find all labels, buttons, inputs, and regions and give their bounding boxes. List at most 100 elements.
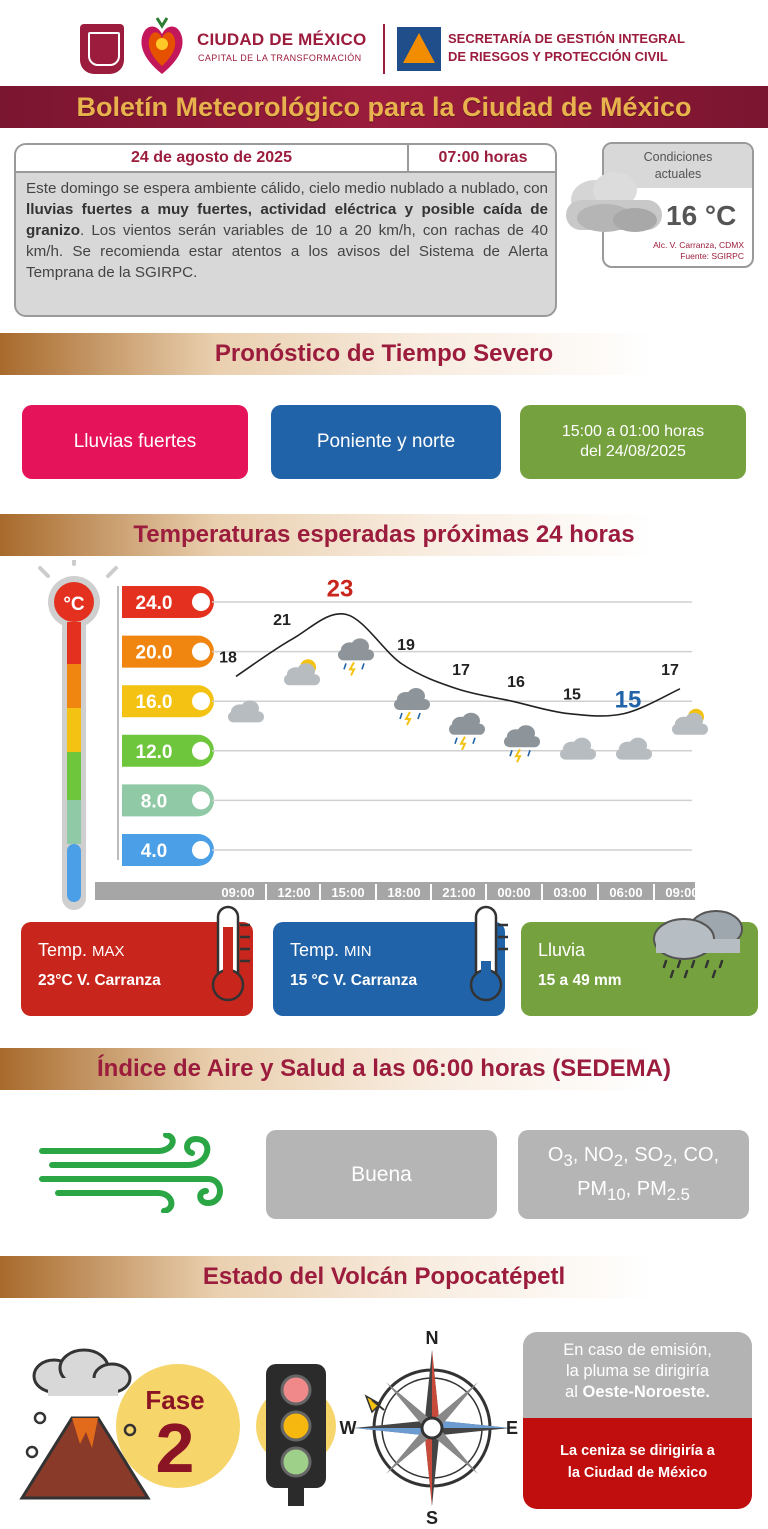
rain-label: Lluvia bbox=[538, 940, 586, 960]
wind-icon bbox=[39, 1133, 223, 1213]
hour-label: 03:00 bbox=[553, 885, 586, 900]
severe-weather-band: Pronóstico de Tiempo Severo bbox=[0, 333, 768, 375]
current-source: Fuente: SGIRPC bbox=[680, 251, 744, 261]
traffic-light-icon bbox=[256, 1364, 336, 1506]
storm-icon bbox=[338, 638, 374, 676]
max-temp-label: Temp. MAX bbox=[38, 940, 125, 961]
bulletin-date: 24 de agosto de 2025 bbox=[16, 145, 409, 171]
rain-drop bbox=[399, 712, 403, 720]
bulletin-title: Boletín Meteorológico para la Ciudad de … bbox=[76, 91, 692, 122]
cloud-base bbox=[284, 674, 320, 686]
rain-value: 15 a 49 mm bbox=[538, 972, 622, 989]
scale-tab bbox=[122, 635, 214, 668]
temps-title: Temperaturas esperadas próximas 24 horas bbox=[133, 521, 635, 548]
bulletin-text-part2: . Los vientos serán variables de 10 a 20… bbox=[26, 222, 548, 281]
rain-drop bbox=[361, 663, 365, 670]
min-temp-label-small: MIN bbox=[344, 943, 372, 960]
sun-cloud-icon bbox=[284, 659, 320, 686]
rain-drop bbox=[417, 712, 421, 720]
rain-card: Lluvia 15 a 49 mm bbox=[521, 922, 758, 1016]
temps-band: Temperaturas esperadas próximas 24 horas bbox=[0, 514, 768, 556]
current-location: Alc. V. Carranza, CDMX Fuente: SGIRPC bbox=[653, 240, 744, 262]
severe-schedule: 15:00 a 01:00 horas del 24/08/2025 bbox=[520, 405, 746, 479]
unit-label: °C bbox=[63, 594, 85, 615]
cloud-base bbox=[449, 723, 485, 735]
rain-drop bbox=[527, 749, 531, 757]
bulletin-text-part1: Este domingo se espera ambiente cálido, … bbox=[26, 180, 548, 197]
temperature-labels: 18 21 23 19 17 16 15 15 17 bbox=[219, 575, 679, 713]
emission-info: En caso de emisión, la pluma se dirigirí… bbox=[523, 1332, 752, 1509]
thermometer-hot-icon bbox=[211, 905, 250, 1002]
temperature-curve bbox=[235, 613, 681, 717]
severe-schedule-line1: 15:00 a 01:00 horas bbox=[561, 423, 705, 440]
bulletin-title-bar: Boletín Meteorológico para la Ciudad de … bbox=[0, 86, 768, 128]
scale-tick-label: 12.0 bbox=[136, 742, 173, 763]
scale-tab bbox=[122, 834, 214, 866]
temperature-value-label: 18 bbox=[219, 649, 237, 666]
ash-line1: La ceniza se dirigiría a bbox=[560, 1443, 715, 1459]
time-axis-labels: 09:00 12:00 15:00 18:00 21:00 00:00 03:00 06:00… bbox=[221, 884, 699, 900]
plume-line1: En caso de emisión, bbox=[563, 1341, 712, 1359]
hour-label: 09:00 bbox=[221, 885, 254, 900]
hour-label: 15:00 bbox=[331, 885, 364, 900]
temperature-chart: °C 24.0 20.0 16.0 12.0 8.0 4.0 09:00 12:00 15:0… bbox=[38, 560, 708, 910]
max-temp-card: Temp. MAX 23°C V. Carranza bbox=[21, 922, 253, 1016]
severe-phenomenon-text: Lluvias fuertes bbox=[73, 431, 197, 452]
current-temperature: 16 °C bbox=[666, 200, 737, 231]
cloud-base bbox=[504, 736, 540, 748]
bulletin-text: Este domingo se espera ambiente cálido, … bbox=[26, 178, 548, 283]
agency-name-line1: SECRETARÍA DE GESTIÓN INTEGRAL bbox=[448, 31, 685, 46]
lightning-bolt bbox=[348, 661, 356, 676]
min-temp-value: 15 °C V. Carranza bbox=[290, 972, 418, 989]
header: CIUDAD DE MÉXICO CAPITAL DE LA TRANSFORM… bbox=[0, 0, 768, 86]
current-location-text: Alc. V. Carranza, CDMX bbox=[653, 240, 744, 250]
min-temp-label: Temp. MIN bbox=[290, 940, 372, 961]
pollutants-line1: O3, NO2, SO2, CO, bbox=[547, 1143, 720, 1170]
plume-line3-prefix: al bbox=[565, 1383, 583, 1401]
rain-drop bbox=[509, 749, 513, 757]
scale-tab bbox=[122, 586, 214, 618]
pollutants-box: O3, NO2, SO2, CO, PM10, PM2.5 bbox=[518, 1130, 749, 1219]
temperature-value-label: 23 bbox=[327, 575, 354, 602]
scale-knob bbox=[192, 791, 210, 810]
plume-direction: En caso de emisión, la pluma se dirigirí… bbox=[523, 1332, 752, 1418]
cloud-base bbox=[616, 748, 652, 760]
agency-name-line2: DE RIESGOS Y PROTECCIÓN CIVIL bbox=[448, 49, 668, 64]
cloud-icon bbox=[560, 737, 596, 760]
thermometer-graphic: °C bbox=[38, 560, 118, 910]
scale-knob bbox=[192, 642, 210, 661]
org-name: CIUDAD DE MÉXICO bbox=[197, 30, 367, 49]
max-temp-label-small: MAX bbox=[92, 943, 125, 960]
storm-icon bbox=[449, 712, 485, 751]
cloud-base bbox=[560, 748, 596, 760]
bulletin-box: 24 de agosto de 2025 07:00 horas Este do… bbox=[14, 143, 557, 317]
cloud-icon bbox=[228, 700, 264, 723]
rain-drop bbox=[454, 737, 458, 745]
compass-east: E bbox=[506, 1418, 518, 1438]
hour-label: 12:00 bbox=[277, 885, 310, 900]
compass-west: W bbox=[340, 1418, 357, 1438]
compass-icon: N S E W bbox=[340, 1330, 519, 1526]
rain-cloud-icon bbox=[653, 910, 743, 979]
scale-tick-label: 16.0 bbox=[136, 692, 173, 713]
air-quality-title: Índice de Aire y Salud a las 06:00 horas… bbox=[97, 1055, 671, 1082]
plume-direction-value: Oeste-Noroeste. bbox=[582, 1383, 710, 1401]
cloud-base bbox=[228, 711, 264, 723]
current-heading-line2: actuales bbox=[654, 167, 702, 181]
severe-zone-text: Poniente y norte bbox=[316, 431, 456, 452]
scale-tab bbox=[122, 784, 214, 817]
max-temp-label-text: Temp. bbox=[38, 940, 88, 960]
volcano-phase-number: 2 bbox=[155, 1409, 195, 1487]
plume-line2: la pluma se dirigiría bbox=[565, 1362, 710, 1380]
temperature-scale: 24.0 20.0 16.0 12.0 8.0 4.0 bbox=[122, 586, 214, 866]
cloud-icon bbox=[566, 172, 662, 232]
cloud-base bbox=[338, 649, 374, 661]
temperature-value-label: 17 bbox=[661, 662, 679, 679]
severe-zone: Poniente y norte bbox=[271, 405, 501, 479]
lightning-bolt bbox=[459, 736, 467, 751]
min-temp-card: Temp. MIN 15 °C V. Carranza bbox=[273, 922, 505, 1016]
air-quality-index: Buena bbox=[266, 1130, 497, 1219]
min-temp-label-text: Temp. bbox=[290, 940, 340, 960]
bulletin-text-highlight: lluvias fuertes a muy fuertes, actividad… bbox=[26, 201, 548, 239]
air-quality-value: Buena bbox=[351, 1162, 412, 1186]
